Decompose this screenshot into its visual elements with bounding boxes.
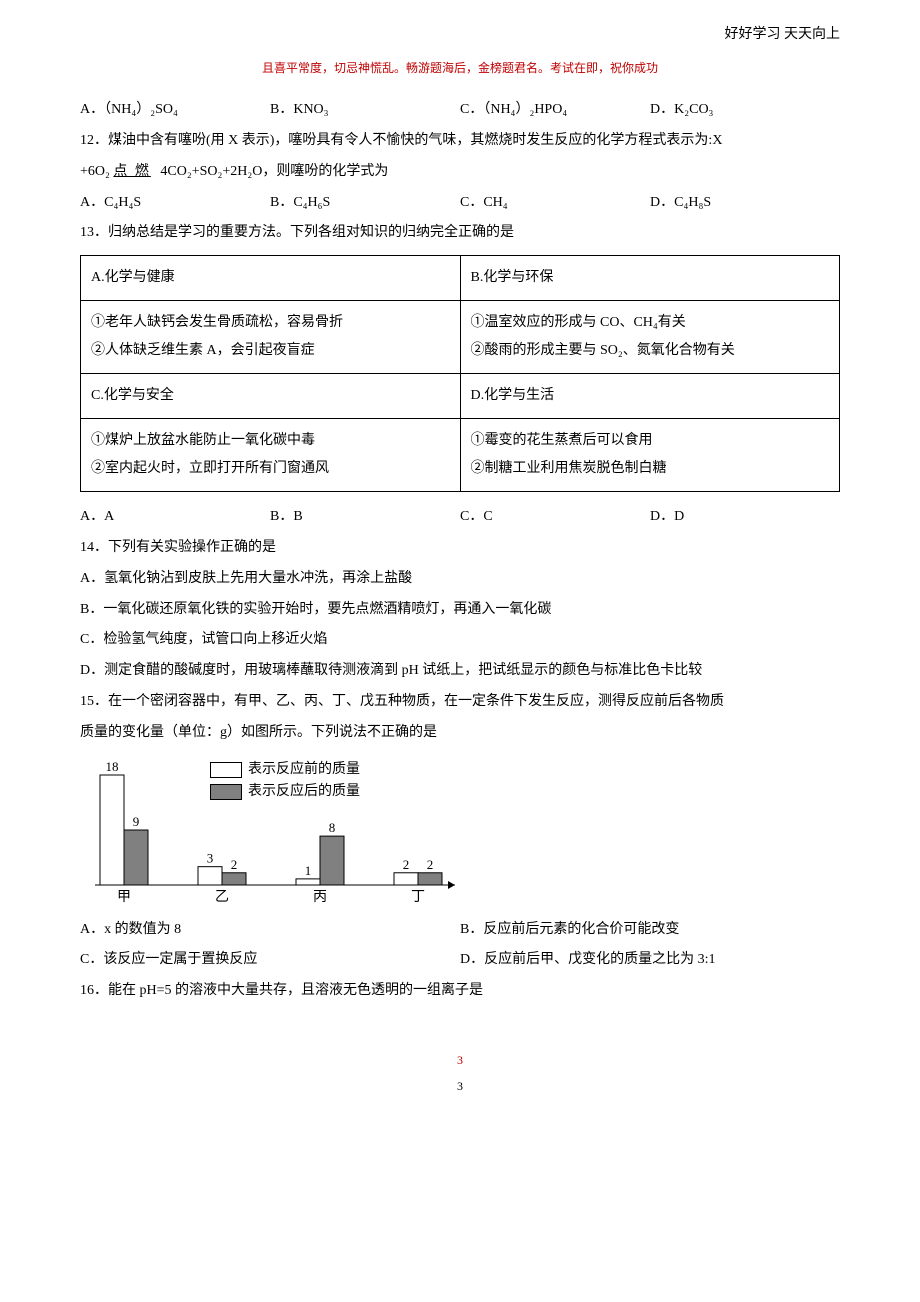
q12-opt-a: A．C₄H₄S (80, 188, 270, 219)
q13-options: A．A B．B C．C D．D (80, 502, 840, 533)
q15-chart: 189甲32乙18丙22丁5x戊 表示反应前的质量 表示反应后的质量 (80, 757, 840, 907)
q14-opt-a: A．氢氧化钠沾到皮肤上先用大量水冲洗，再涂上盐酸 (80, 564, 840, 595)
svg-text:丁: 丁 (411, 890, 425, 905)
svg-text:9: 9 (133, 814, 140, 829)
svg-text:2: 2 (231, 856, 238, 871)
svg-text:3: 3 (207, 850, 214, 865)
q13-c-body2: ②室内起火时，立即打开所有门窗通风 (91, 455, 450, 483)
q13-opt-d: D．D (650, 502, 840, 533)
q14-stem: 14．下列有关实验操作正确的是 (80, 533, 840, 564)
svg-text:甲: 甲 (117, 890, 131, 905)
q14-opt-d: D．测定食醋的酸碱度时，用玻璃棒蘸取待测液滴到 pH 试纸上，把试纸显示的颜色与… (80, 656, 840, 687)
legend-before-label: 表示反应前的质量 (248, 759, 360, 781)
svg-text:2: 2 (427, 856, 434, 871)
q13-cell-b-title: B.化学与环保 (460, 256, 840, 301)
q13-stem: 13．归纳总结是学习的重要方法。下列各组对知识的归纳完全正确的是 (80, 218, 840, 249)
svg-text:2: 2 (403, 856, 410, 871)
q11-opt-b: B．KNO₃ (270, 95, 460, 126)
q13-cell-c-title: C.化学与安全 (81, 374, 461, 419)
q15-stem1: 15．在一个密闭容器中，有甲、乙、丙、丁、戊五种物质，在一定条件下发生反应，测得… (80, 687, 840, 718)
q12-opt-c: C．CH₄ (460, 188, 650, 219)
q13-opt-a: A．A (80, 502, 270, 533)
q15-stem2: 质量的变化量（单位：g）如图所示。下列说法不正确的是 (80, 718, 840, 749)
page-sub-header: 且喜平常度，切忌神慌乱。畅游题海后，金榜题君名。考试在即，祝你成功 (80, 55, 840, 81)
q15-opt-b: B．反应前后元素的化合价可能改变 (460, 915, 840, 946)
q15-legend: 表示反应前的质量 表示反应后的质量 (210, 759, 360, 804)
q16-stem: 16．能在 pH=5 的溶液中大量共存，且溶液无色透明的一组离子是 (80, 976, 840, 1007)
svg-text:丙: 丙 (313, 890, 327, 905)
q14-opt-b: B．一氧化碳还原氧化铁的实验开始时，要先点燃酒精喷灯，再通入一氧化碳 (80, 595, 840, 626)
q13-a-body2: ②人体缺乏维生素 A，会引起夜盲症 (91, 337, 450, 365)
q12-opt-d: D．C₄H₈S (650, 188, 840, 219)
q13-table: A.化学与健康 B.化学与环保 ①老年人缺钙会发生骨质疏松，容易骨折 ②人体缺乏… (80, 255, 840, 492)
page-header-right: 好好学习 天天向上 (80, 20, 840, 51)
legend-box-before (210, 762, 242, 778)
q13-cell-b-body: ①温室效应的形成与 CO、CH₄有关 ②酸雨的形成主要与 SO₂、氮氧化合物有关 (460, 301, 840, 374)
q11-options: A．（NH₄）₂SO₄ B．KNO₃ C．（NH₄）₂HPO₄ D．K₂CO₃ (80, 95, 840, 126)
q12-eq-pre: +6O₂ (80, 164, 113, 179)
q12-options: A．C₄H₄S B．C₄H₆S C．CH₄ D．C₄H₈S (80, 188, 840, 219)
q13-d-body1: ①霉变的花生蒸煮后可以食用 (471, 427, 830, 455)
q12-opt-b: B．C₄H₆S (270, 188, 460, 219)
q13-cell-d-title: D.化学与生活 (460, 374, 840, 419)
ignite-label: 点 燃 (113, 164, 151, 179)
svg-text:8: 8 (329, 820, 336, 835)
q14-opt-c: C．检验氢气纯度，试管口向上移近火焰 (80, 625, 840, 656)
q11-opt-d: D．K₂CO₃ (650, 95, 840, 126)
q13-c-body1: ①煤炉上放盆水能防止一氧化碳中毒 (91, 427, 450, 455)
q13-b-body1: ①温室效应的形成与 CO、CH₄有关 (471, 309, 830, 337)
q11-opt-a: A．（NH₄）₂SO₄ (80, 95, 270, 126)
q12-eq-post: 4CO₂+SO₂+2H₂O，则噻吩的化学式为 (157, 164, 389, 179)
q13-b-body2: ②酸雨的形成主要与 SO₂、氮氧化合物有关 (471, 337, 830, 365)
q12-stem-line2: +6O₂ 点 燃 4CO₂+SO₂+2H₂O，则噻吩的化学式为 (80, 157, 840, 188)
q12-stem-line1: 12．煤油中含有噻吩(用 X 表示)，噻吩具有令人不愉快的气味，其燃烧时发生反应… (80, 126, 840, 157)
q11-opt-c: C．（NH₄）₂HPO₄ (460, 95, 650, 126)
q15-opt-a: A．x 的数值为 8 (80, 915, 460, 946)
svg-text:1: 1 (305, 862, 312, 877)
svg-text:乙: 乙 (215, 889, 229, 905)
q13-a-body1: ①老年人缺钙会发生骨质疏松，容易骨折 (91, 309, 450, 337)
q13-opt-c: C．C (460, 502, 650, 533)
legend-after-label: 表示反应后的质量 (248, 781, 360, 803)
q13-cell-a-body: ①老年人缺钙会发生骨质疏松，容易骨折 ②人体缺乏维生素 A，会引起夜盲症 (81, 301, 461, 374)
q13-cell-c-body: ①煤炉上放盆水能防止一氧化碳中毒 ②室内起火时，立即打开所有门窗通风 (81, 419, 461, 492)
q13-cell-d-body: ①霉变的花生蒸煮后可以食用 ②制糖工业利用焦炭脱色制白糖 (460, 419, 840, 492)
q15-options-row2: C．该反应一定属于置换反应 D．反应前后甲、戊变化的质量之比为 3:1 (80, 945, 840, 976)
legend-box-after (210, 784, 242, 800)
q15-options-row1: A．x 的数值为 8 B．反应前后元素的化合价可能改变 (80, 915, 840, 946)
q13-d-body2: ②制糖工业利用焦炭脱色制白糖 (471, 455, 830, 483)
q15-opt-d: D．反应前后甲、戊变化的质量之比为 3:1 (460, 945, 840, 976)
footer-page-black: 3 (80, 1073, 840, 1099)
q13-cell-a-title: A.化学与健康 (81, 256, 461, 301)
q15-opt-c: C．该反应一定属于置换反应 (80, 945, 460, 976)
svg-text:18: 18 (106, 759, 119, 774)
q13-opt-b: B．B (270, 502, 460, 533)
footer-page-red: 3 (80, 1047, 840, 1073)
